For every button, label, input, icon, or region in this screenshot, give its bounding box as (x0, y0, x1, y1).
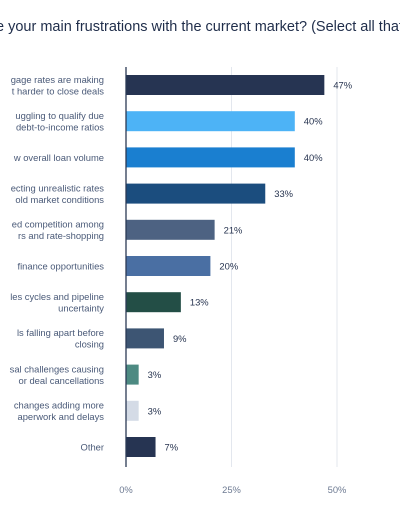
x-tick-label: 50% (328, 484, 347, 495)
value-label: 47% (333, 80, 352, 91)
category-label: aperwork and delays (17, 411, 104, 422)
category-label: rs and rate-shopping (18, 230, 104, 241)
bar (126, 292, 181, 313)
bar (126, 437, 156, 457)
bar (126, 183, 266, 204)
category-label: old market conditions (15, 194, 104, 205)
value-label: 20% (219, 261, 238, 272)
category-label: ecting unrealistic rates (11, 182, 105, 193)
value-label: 33% (274, 188, 293, 199)
category-label: closing (75, 339, 104, 350)
value-label: 7% (165, 442, 179, 453)
category-label: w overall loan volume (13, 152, 104, 163)
category-label: ed competition among (12, 219, 104, 230)
category-label: finance opportunities (17, 261, 104, 272)
value-label: 13% (190, 297, 209, 308)
category-label: uncertainty (58, 302, 104, 313)
value-label: 40% (304, 116, 323, 127)
bar (126, 400, 139, 421)
value-label: 9% (173, 333, 187, 344)
category-label: ls falling apart before (17, 327, 104, 338)
category-label: changes adding more (14, 400, 104, 411)
value-label: 3% (148, 369, 162, 380)
category-label: Other (81, 442, 104, 453)
value-label: 3% (148, 405, 162, 416)
category-label: les cycles and pipeline (10, 291, 104, 302)
bar (126, 147, 295, 168)
bar (126, 219, 215, 240)
category-label: sal challenges causing (10, 363, 104, 374)
category-label: debt-to-income ratios (16, 121, 104, 132)
bar (126, 328, 164, 349)
chart-title: e your main frustrations with the curren… (0, 19, 400, 35)
category-label: t harder to close deals (12, 85, 105, 96)
category-label: gage rates are making (11, 74, 104, 85)
category-label: or deal cancellations (19, 375, 105, 386)
bar (126, 256, 211, 276)
category-label: uggling to qualify due (15, 110, 104, 121)
bar (126, 75, 325, 95)
bar (126, 111, 295, 132)
x-tick-label: 25% (222, 484, 241, 495)
bar (126, 364, 139, 385)
value-label: 21% (224, 224, 243, 235)
x-tick-label: 0% (119, 484, 133, 495)
value-label: 40% (304, 152, 323, 163)
